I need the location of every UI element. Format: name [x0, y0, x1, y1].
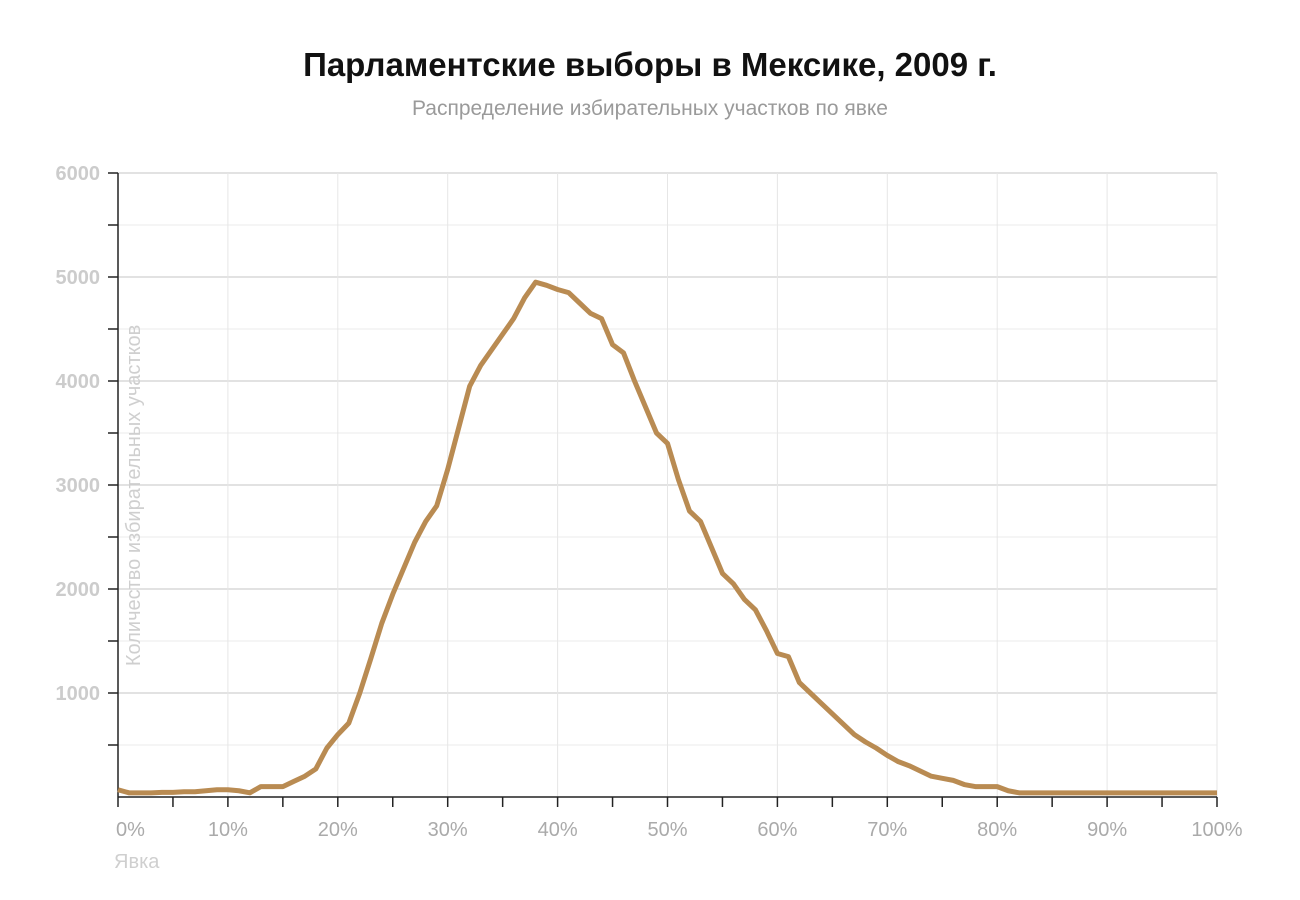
turnout-series-line [117, 279, 1217, 796]
y-tick-label: 1000 [56, 683, 101, 705]
x-tick-label: 50% [647, 819, 687, 841]
x-tick-label: 80% [977, 819, 1017, 841]
x-tick-label: 90% [1087, 819, 1127, 841]
x-tick-label: 20% [318, 819, 358, 841]
labels-layer: 1000 2000 3000 4000 5000 6000 0% 10% 20% 30% 40% 50… [56, 163, 1243, 873]
y-axis-title: Количество избирательных участков [123, 325, 145, 666]
x-tick-label: 60% [757, 819, 797, 841]
x-tick-label: 40% [538, 819, 578, 841]
x-tick-label: 0% [116, 819, 145, 841]
y-tick-label: 6000 [56, 163, 101, 185]
y-tick-label: 5000 [56, 267, 101, 289]
chart-title: Парламентские выборы в Мексике, 2009 г. [303, 46, 997, 83]
y-tick-label: 4000 [56, 371, 101, 393]
x-tick-label: 30% [428, 819, 468, 841]
y-tick-label: 2000 [56, 579, 101, 601]
x-axis-title: Явка [114, 851, 160, 873]
y-tick-label: 3000 [56, 475, 101, 497]
grid-layer [118, 172, 1218, 797]
chart-subtitle: Распределение избирательных участков по … [412, 97, 888, 120]
series-layer [117, 279, 1217, 796]
axes-layer [108, 172, 1218, 807]
x-tick-label: 10% [208, 819, 248, 841]
x-tick-label: 70% [867, 819, 907, 841]
x-tick-label: 100% [1191, 819, 1242, 841]
